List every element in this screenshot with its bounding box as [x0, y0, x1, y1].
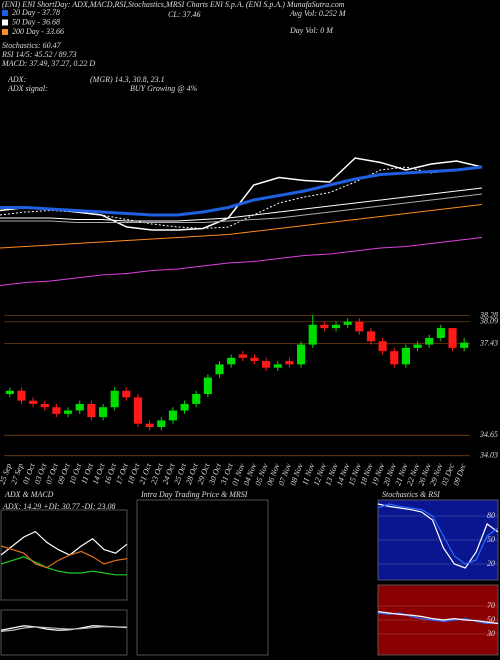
candle-body [390, 351, 399, 365]
legend-swatch [2, 19, 8, 26]
series-line [377, 503, 499, 569]
candle-body [122, 390, 131, 398]
series-line [0, 237, 483, 286]
candle-body [40, 403, 49, 408]
candle-body [238, 354, 247, 358]
candle-body [203, 377, 212, 395]
panel-background [378, 500, 498, 580]
annotation: (MGR) 14.3, 30.8, 23.1 [90, 75, 165, 84]
candle-body [52, 407, 61, 414]
y-tick-label: 38.28 [479, 310, 498, 319]
y-tick-label: 30 [486, 629, 495, 638]
candle-body [63, 410, 73, 414]
y-tick-label: 37.43 [479, 338, 498, 347]
series-line [0, 204, 483, 249]
candle-body [308, 324, 317, 345]
candle-body [145, 423, 154, 428]
series-line [0, 165, 483, 217]
annotation: ADX: [7, 75, 27, 84]
panel-frame [0, 509, 128, 601]
candle-body [227, 357, 236, 365]
annotation: Avg Vol: 0.252 M [289, 9, 347, 18]
candle-body [273, 364, 282, 368]
candle-body [366, 331, 376, 342]
candle-body [262, 361, 271, 368]
y-tick-label: 80 [487, 511, 495, 520]
candle-body [448, 328, 457, 348]
y-tick-label: 70 [487, 601, 495, 610]
candle-body [5, 390, 14, 395]
panel-subtitle: ADX: 14.29 +DI: 30.77 -DI: 23.08 [2, 502, 116, 511]
series-line [0, 545, 128, 569]
series-line [377, 611, 499, 625]
candle-body [343, 321, 352, 325]
legend-swatch [2, 10, 8, 16]
candle-body [87, 403, 96, 418]
candle-body [460, 342, 469, 348]
candle-body [296, 344, 306, 365]
y-tick-label: 38.09 [479, 317, 498, 326]
candle-body [110, 390, 119, 408]
panel-title: Intra Day Trading Price & MRSI [140, 490, 248, 499]
annotation: RSI 14/5: 45.52 / 89.73 [1, 50, 77, 59]
y-tick-label: 50 [487, 535, 495, 544]
series-line [0, 556, 127, 576]
candle-body [29, 400, 38, 404]
candle-body [75, 403, 84, 411]
candle-body [157, 420, 166, 428]
candle-body [425, 337, 434, 345]
candle-body [168, 410, 178, 421]
panel-title: ADX & MACD [4, 490, 54, 499]
legend-entry: 200 Day - 33.66 [12, 27, 64, 36]
panel-background [378, 585, 498, 655]
panel-frame [0, 609, 128, 656]
series-line [0, 166, 483, 230]
series-line [377, 503, 499, 565]
candle-body [320, 324, 329, 329]
series-line [0, 626, 128, 632]
panel-frame [136, 499, 269, 656]
annotation: MACD: 37.49, 37.27, 0.22 D [1, 59, 95, 68]
panel-frame [377, 584, 499, 656]
candle-body [436, 328, 445, 338]
candle-body [413, 344, 422, 348]
y-tick-label: 34.65 [479, 430, 498, 439]
candle-body [378, 341, 387, 352]
annotation: Stochastics: 60.47 [2, 41, 62, 50]
panel-frame [377, 499, 499, 581]
candle-body [180, 403, 189, 411]
series-line [377, 612, 499, 625]
annotation: BUY Growing @ 4% [130, 84, 198, 93]
candle-body [355, 321, 364, 332]
candle-body [192, 394, 201, 404]
series-line [0, 530, 128, 556]
y-tick-label: 34.03 [479, 451, 498, 460]
legend-swatch [2, 29, 8, 35]
y-tick-label: 20 [487, 559, 495, 568]
candle-body [215, 364, 224, 375]
candle-body [331, 324, 341, 329]
annotation: Day Vol: 0 M [289, 26, 334, 35]
candle-body [133, 397, 143, 424]
candle-body [285, 361, 294, 365]
series-line [0, 193, 483, 223]
legend-entry: 50 Day - 36.68 [12, 17, 60, 26]
candle-body [401, 347, 411, 365]
header: (ENI) ENI ShortDay: ADX,MACD,RSI,Stochas… [2, 0, 345, 9]
panel-title: Stochastics & RSI [382, 490, 440, 499]
annotation: CL: 37.46 [168, 10, 200, 19]
candle-body [98, 407, 108, 418]
series-line [0, 187, 483, 222]
annotation: ADX signal: [7, 84, 48, 93]
y-tick-label: 50 [487, 615, 495, 624]
candle-body [250, 357, 259, 362]
legend-entry: 20 Day - 37.78 [12, 8, 60, 17]
candle-body [17, 390, 26, 401]
